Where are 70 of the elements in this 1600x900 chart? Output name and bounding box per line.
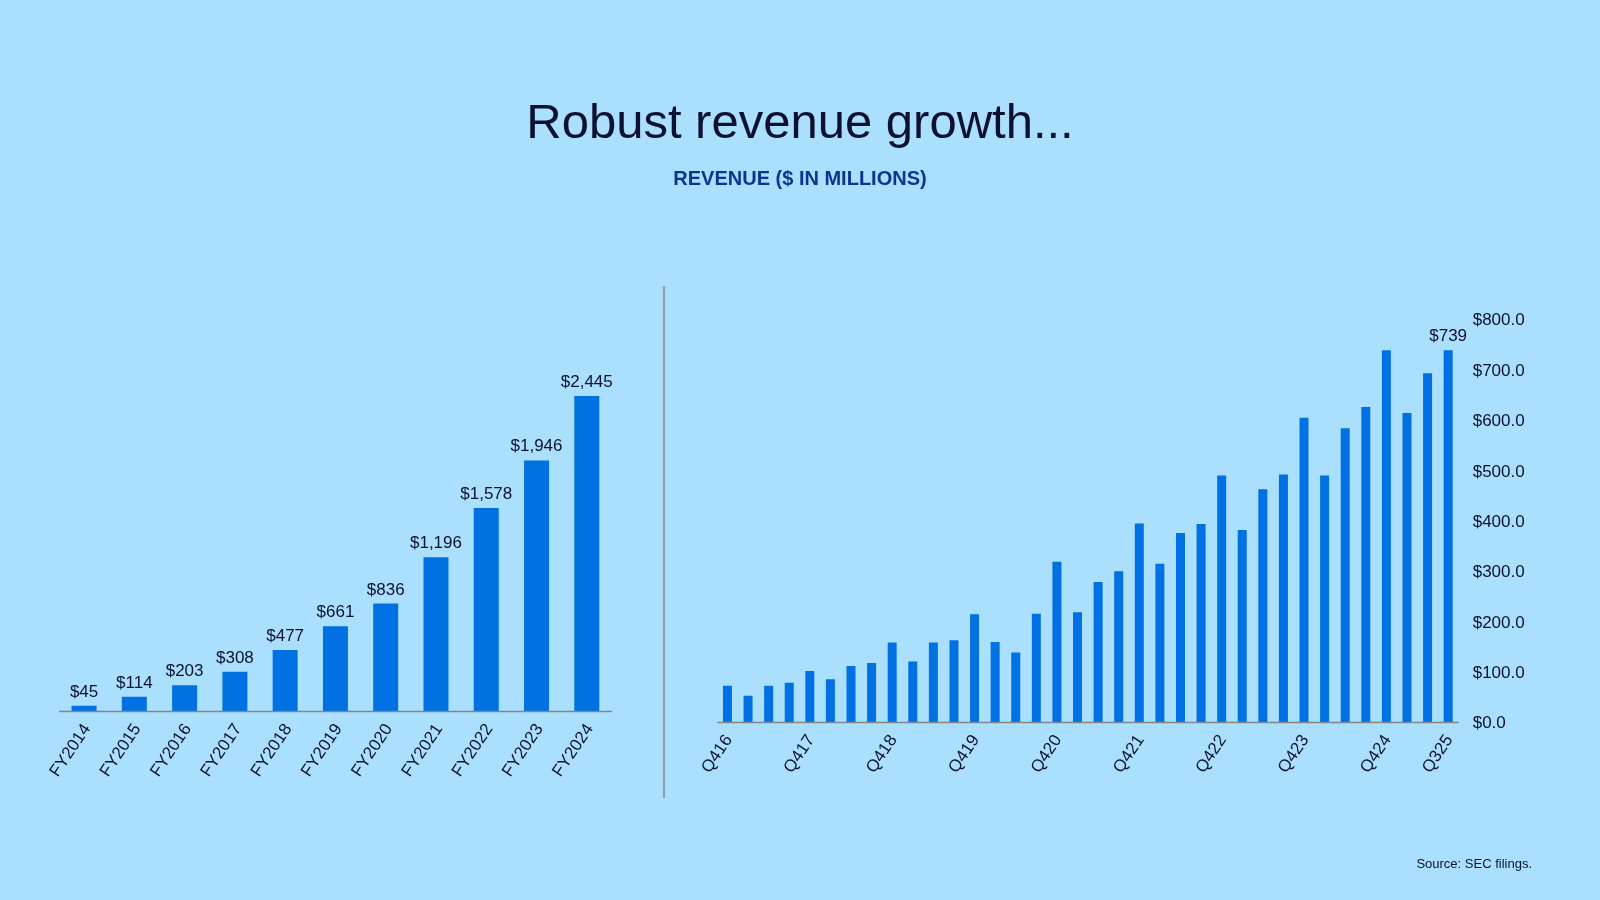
bar (1340, 428, 1350, 723)
bar (1031, 613, 1041, 723)
bar (1175, 533, 1185, 723)
bar (172, 685, 198, 712)
bar (867, 663, 877, 723)
bar (784, 682, 794, 723)
bar (373, 603, 399, 712)
bar (473, 507, 499, 712)
bar (1217, 475, 1227, 723)
bar (1423, 373, 1433, 723)
data-label: $836 (366, 579, 405, 599)
data-label: $661 (316, 602, 355, 622)
bar (990, 641, 1000, 723)
y-tick-label: $600.0 (1472, 411, 1525, 431)
bar (423, 557, 449, 712)
data-label: $114 (116, 672, 153, 692)
data-label: $203 (165, 661, 204, 681)
bar (322, 626, 348, 712)
bar (1237, 530, 1247, 723)
bar (1299, 417, 1309, 723)
bar (1114, 571, 1124, 723)
bar (1073, 612, 1083, 723)
y-tick-label: $200.0 (1472, 612, 1525, 632)
bar (825, 679, 835, 723)
bar (1196, 523, 1206, 723)
y-tick-label: $500.0 (1472, 461, 1525, 481)
bar (1443, 350, 1453, 723)
bar (1258, 489, 1268, 723)
y-tick-label: $800.0 (1472, 310, 1525, 330)
bar (805, 671, 815, 723)
data-label: $308 (215, 647, 254, 667)
bar (846, 666, 856, 723)
bar (524, 460, 550, 712)
bar (1093, 581, 1103, 723)
data-label: $45 (69, 681, 99, 701)
bar (1361, 407, 1371, 723)
bar (121, 696, 147, 712)
bar (574, 396, 600, 712)
y-tick-label: $700.0 (1472, 360, 1525, 380)
bar (1402, 413, 1412, 723)
data-label: $2,445 (560, 372, 613, 391)
data-label: $477 (266, 625, 305, 645)
bar (222, 671, 248, 712)
text: REVENUE ($ IN MILLIONS) (672, 166, 928, 190)
bar (949, 640, 959, 723)
data-label: $1,946 (510, 436, 563, 456)
bar (908, 661, 918, 723)
data-label: $739 (1429, 326, 1468, 346)
y-tick-label: $300.0 (1472, 562, 1525, 582)
bar (764, 685, 774, 723)
bar (970, 614, 980, 723)
bar (928, 642, 938, 723)
bar (1278, 474, 1288, 723)
bar (722, 685, 732, 723)
y-tick-label: $100.0 (1472, 663, 1525, 683)
bar (1052, 561, 1062, 723)
bar (272, 649, 298, 712)
bar (743, 695, 753, 723)
y-tick-label: $0.0 (1472, 713, 1506, 733)
bar (1381, 350, 1391, 723)
bar (1155, 563, 1165, 723)
bar (1011, 652, 1021, 723)
source-note: Source: SEC filings. (1416, 856, 1532, 871)
bar (887, 642, 897, 723)
text: Robust revenue growth... (525, 93, 1075, 150)
data-label: $1,196 (409, 533, 462, 553)
bar (1320, 475, 1330, 723)
data-label: $1,578 (460, 483, 513, 503)
y-tick-label: $400.0 (1472, 511, 1525, 531)
bar (1134, 523, 1144, 723)
